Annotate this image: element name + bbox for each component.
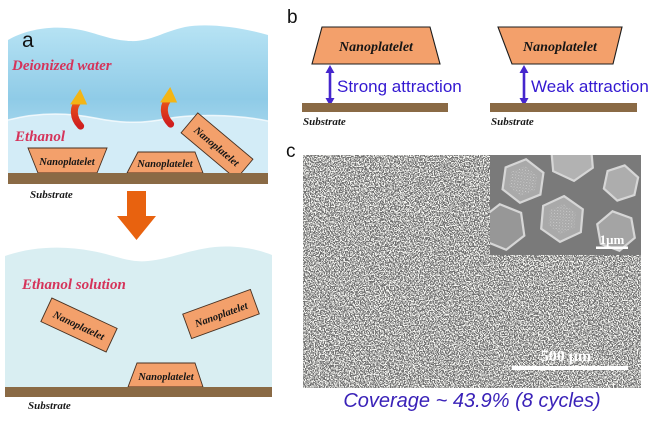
ethanol-surface-line [7,113,269,124]
hexagonal-platelet [540,194,584,244]
nanoplatelet-label: Nanoplatelet [522,40,598,55]
strong-attraction-group: Nanoplatelet Strong attraction Substrate [302,26,462,128]
hexagonal-platelet [501,157,545,205]
upwelling-arrow-icon [160,87,178,128]
ethanol-solution-body [5,246,272,387]
scale-label: 500 μm [541,348,592,365]
substrate-bar [8,173,268,184]
inset-scale-label: 1μm [600,232,625,247]
hexagonal-platelet [550,155,594,183]
nanoplatelet-label: Nanoplatelet [338,40,414,55]
scene-before-transfer: Deionized water Ethanol a Nanoplatelet N… [7,25,269,201]
coverage-caption: Coverage ~ 43.9% (8 cycles) [343,390,601,412]
inset-scale-bar [596,246,628,249]
hexagonal-platelet [602,164,640,202]
ethanol-label: Ethanol [14,129,66,145]
substrate-bar [302,103,448,112]
sem-micrograph: 1μm 500 μm [303,155,641,388]
nanoplatelet-shape [311,26,441,65]
hexagonal-platelet [490,202,526,252]
upwelling-arrow-icon [70,89,88,130]
nanoplatelet-label: Nanoplatelet [136,159,193,170]
substrate-label: Substrate [30,189,73,201]
attraction-arrow-icon [519,65,529,106]
scale-bar [512,366,628,370]
panel-a-schematic: Deionized water Ethanol a Nanoplatelet N… [5,25,272,412]
nanoplatelet-shape [497,26,623,65]
panel-b-letter: b [287,7,298,28]
substrate-bar [5,387,272,397]
nanoplatelet-label: Nanoplatelet [137,372,194,383]
panel-c-letter: c [286,141,296,162]
weak-attraction-label: Weak attraction [531,77,649,96]
nanoplatelet-shape-tilted: Nanoplatelet [40,297,118,353]
nanoplatelet-label: Nanoplatelet [38,157,95,168]
weak-attraction-group: Nanoplatelet Weak attraction Substrate [490,26,649,128]
panel-b-attraction-schematic: b Nanoplatelet Strong attraction Substra… [287,7,649,128]
strong-attraction-label: Strong attraction [337,77,462,96]
deionized-water-label: Deionized water [11,58,112,74]
panel-a-letter: a [22,29,34,52]
substrate-bar [490,103,637,112]
hexagonal-platelet [596,210,636,252]
sem-inset: 1μm [490,155,641,255]
ethanol-solution-label: Ethanol solution [21,277,126,293]
substrate-label: Substrate [28,400,71,412]
substrate-label: Substrate [491,116,534,128]
panel-c-sem: c [285,140,671,427]
scene-after-transfer: Ethanol solution Nanoplatelet Nanoplatel… [5,246,272,412]
attraction-arrow-icon [325,65,335,106]
substrate-label: Substrate [303,116,346,128]
transfer-down-arrow-icon [117,191,156,240]
